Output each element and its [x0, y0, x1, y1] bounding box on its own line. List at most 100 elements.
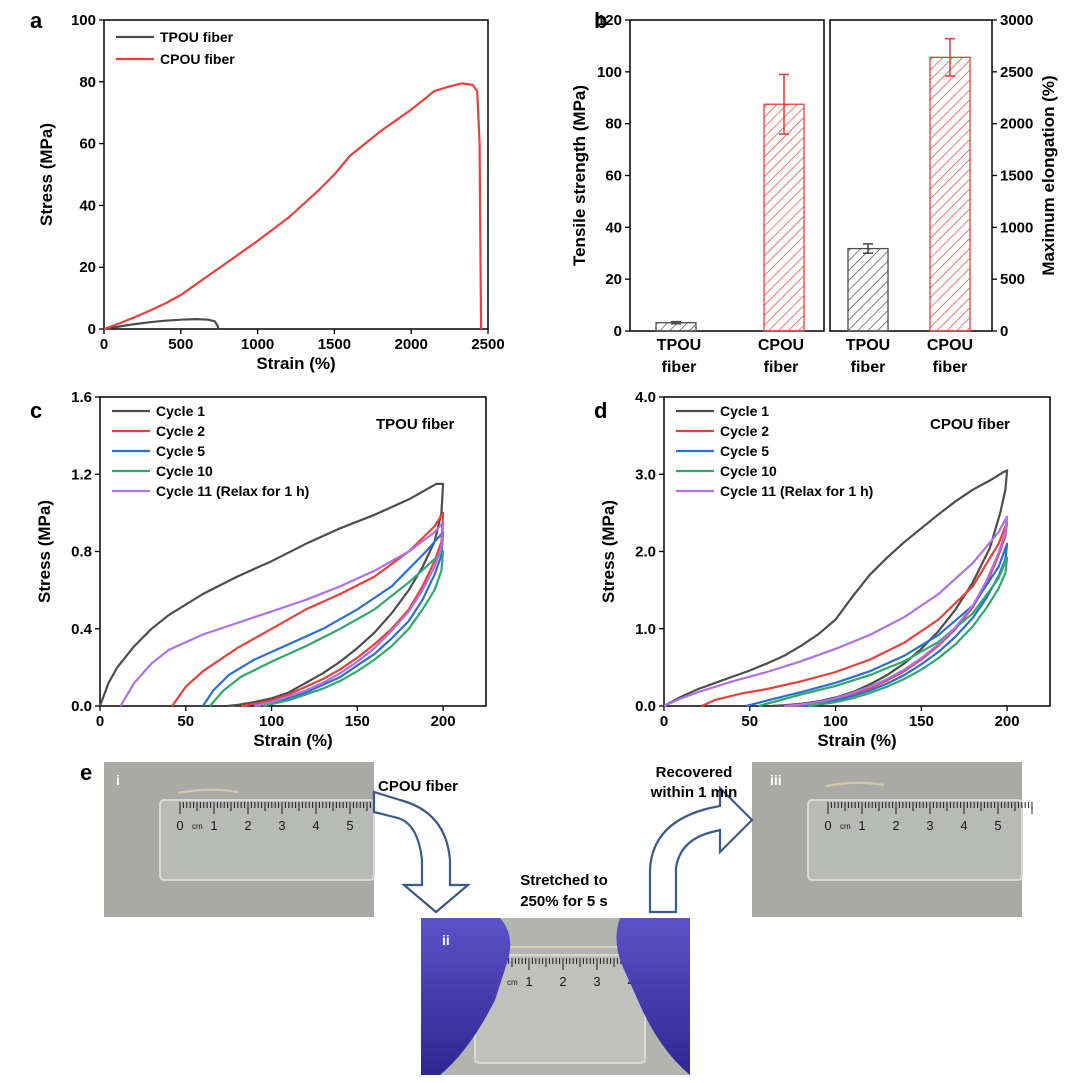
photo-i: 0 1 2 3 4 5 cm i — [104, 762, 385, 917]
c-ytick-label: 0.8 — [71, 544, 92, 561]
b-left-ytick-label: 100 — [597, 64, 622, 81]
a-ytick-label: 0 — [88, 321, 96, 338]
b-right-ytick-label: 0 — [1000, 323, 1008, 340]
panel-label-c: c — [30, 398, 42, 423]
panel-b-chart: 0 20 40 60 80 100 120 0 500 1000 1500 2000 2500 3000 T… — [570, 12, 1058, 340]
b-left-ytick-label: 0 — [614, 323, 622, 340]
b-left-cat1-line2: fiber — [662, 359, 697, 376]
panel-a-chart: 0 500 1000 1500 2000 2500 0 20 40 60 80 100 Strain (… — [37, 12, 505, 373]
ruler-number: 4 — [312, 818, 319, 833]
a-xlabel: Strain (%) — [256, 354, 335, 373]
d-xtick-label: 50 — [741, 713, 758, 730]
a-legend-label-1: TPOU fiber — [160, 29, 234, 45]
e-text-recovered-line2: within 1 min — [650, 784, 738, 801]
c-series-line-3 — [201, 531, 445, 708]
ruler-number: 1 — [858, 818, 865, 833]
b-bar-1 — [763, 103, 805, 332]
e-text-recovered-line1: Recovered — [656, 764, 733, 781]
a-plot-frame — [103, 19, 489, 330]
c-legend-label-5: Cycle 11 (Relax for 1 h) — [156, 483, 309, 499]
a-ytick-label: 100 — [71, 12, 96, 29]
b-left-ylabel: Tensile strength (MPa) — [570, 85, 589, 266]
b-right-ytick-label: 2000 — [1000, 116, 1033, 133]
b-right-cat2-line1: CPOU — [927, 337, 973, 354]
ruler-number: 3 — [593, 974, 600, 989]
ruler-number: 3 — [278, 818, 285, 833]
a-ytick-label: 20 — [79, 259, 96, 276]
c-series-line-1 — [98, 482, 445, 708]
a-ytick-label: 80 — [79, 74, 96, 91]
b-right-ylabel: Maximum elongation (%) — [1039, 75, 1058, 275]
b-right-cat2-line2: fiber — [933, 359, 968, 376]
arrow-up-right — [648, 785, 754, 914]
b-left-cat2-line1: CPOU — [758, 337, 804, 354]
b-left-ytick-label: 120 — [597, 12, 622, 29]
photo-iii-ruler — [807, 799, 1023, 881]
a-xtick-label: 2500 — [471, 336, 504, 353]
e-text-stretched-line1: Stretched to — [520, 872, 608, 889]
c-legend-label-4: Cycle 10 — [156, 463, 213, 479]
panel-label-e: e — [80, 760, 92, 785]
a-series-line-2 — [103, 82, 483, 331]
ruler-number: 5 — [346, 818, 353, 833]
c-ytick-label: 1.2 — [71, 466, 92, 483]
b-left-ytick-label: 80 — [605, 116, 622, 133]
ruler-unit: cm — [840, 822, 851, 831]
c-legend-label-2: Cycle 2 — [156, 423, 205, 439]
ruler-number: 2 — [244, 818, 251, 833]
panel-label-b: b — [594, 8, 607, 33]
d-xtick-label: 100 — [823, 713, 848, 730]
b-right-cat1-line2: fiber — [851, 359, 886, 376]
photo-ii-left-glove — [421, 918, 511, 1075]
d-ytick-label: 4.0 — [635, 389, 656, 406]
panel-label-d: d — [594, 398, 607, 423]
c-legend-label-3: Cycle 5 — [156, 443, 205, 459]
b-right-ytick-label: 1500 — [1000, 168, 1033, 185]
e-text-stretched-line2: 250% for 5 s — [520, 893, 608, 910]
a-ylabel: Stress (MPa) — [37, 123, 56, 226]
c-xtick-label: 50 — [177, 713, 194, 730]
d-ytick-label: 2.0 — [635, 544, 656, 561]
a-xtick-label: 1000 — [241, 336, 274, 353]
a-xtick-label: 0 — [100, 336, 108, 353]
c-xtick-label: 200 — [431, 713, 456, 730]
photo-ii: 01234cm ii — [421, 918, 690, 1075]
d-ytick-label: 3.0 — [635, 466, 656, 483]
b-left-ytick-label: 40 — [605, 219, 622, 236]
a-xtick-label: 1500 — [318, 336, 351, 353]
d-legend-label-1: Cycle 1 — [720, 403, 769, 419]
b-left-cat1-line1: TPOU — [657, 337, 701, 354]
d-legend-label-2: Cycle 2 — [720, 423, 769, 439]
b-left-ytick-label: 20 — [605, 271, 622, 288]
arrow-down-right — [372, 790, 472, 914]
ruler-number: 1 — [210, 818, 217, 833]
e-text-cpou-fiber: CPOU fiber — [378, 778, 458, 795]
ruler-number: 4 — [960, 818, 967, 833]
d-xtick-label: 150 — [909, 713, 934, 730]
ruler-number: 2 — [559, 974, 566, 989]
b-left-cat2-line2: fiber — [764, 359, 799, 376]
a-xtick-label: 2000 — [395, 336, 428, 353]
c-ytick-label: 0.0 — [71, 698, 92, 715]
photo-ii-right-glove — [616, 918, 690, 1075]
panel-c-chart: 0 50 100 150 200 0.0 0.4 0.8 1.2 1.6 Strain (%) Str… — [35, 389, 487, 750]
d-xtick-label: 0 — [660, 713, 668, 730]
c-series-line-4 — [208, 550, 445, 708]
panel-d-chart: 0 50 100 150 200 0.0 1.0 2.0 3.0 4.0 Strain (%) Str… — [599, 389, 1051, 750]
b-right-ytick-label: 3000 — [1000, 12, 1033, 29]
c-legend-label-1: Cycle 1 — [156, 403, 205, 419]
c-ytick-label: 0.4 — [71, 621, 93, 638]
c-xtick-label: 0 — [96, 713, 104, 730]
photo-iii-fiber — [825, 781, 885, 788]
c-xtick-label: 100 — [259, 713, 284, 730]
ruler-number: 2 — [892, 818, 899, 833]
b-left-ytick-label: 60 — [605, 168, 622, 185]
b-right-cat1-line1: TPOU — [846, 337, 890, 354]
c-series-line-2 — [171, 511, 445, 708]
photo-ii-label: ii — [442, 932, 450, 948]
c-series-line-5 — [119, 521, 445, 708]
d-ylabel: Stress (MPa) — [599, 500, 618, 603]
photo-i-fiber — [177, 788, 239, 795]
ruler-unit: cm — [192, 822, 203, 831]
